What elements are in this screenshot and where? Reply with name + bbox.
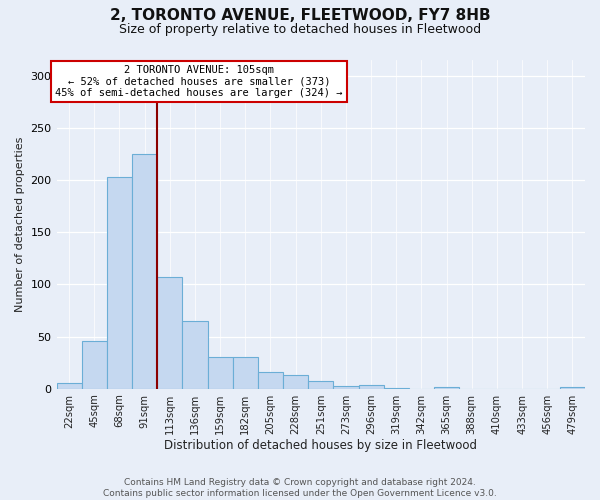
- Bar: [157, 277, 182, 388]
- Bar: [359, 384, 383, 388]
- Bar: [182, 321, 208, 388]
- Text: Size of property relative to detached houses in Fleetwood: Size of property relative to detached ho…: [119, 22, 481, 36]
- X-axis label: Distribution of detached houses by size in Fleetwood: Distribution of detached houses by size …: [164, 440, 477, 452]
- Bar: [56, 384, 82, 388]
- Bar: [283, 375, 308, 388]
- Text: 2, TORONTO AVENUE, FLEETWOOD, FY7 8HB: 2, TORONTO AVENUE, FLEETWOOD, FY7 8HB: [110, 8, 490, 22]
- Bar: [233, 358, 258, 388]
- Text: Contains HM Land Registry data © Crown copyright and database right 2024.
Contai: Contains HM Land Registry data © Crown c…: [103, 478, 497, 498]
- Bar: [258, 372, 283, 388]
- Bar: [308, 382, 334, 388]
- Bar: [107, 177, 132, 388]
- Bar: [560, 386, 585, 388]
- Bar: [82, 340, 107, 388]
- Bar: [208, 358, 233, 388]
- Text: 2 TORONTO AVENUE: 105sqm
← 52% of detached houses are smaller (373)
45% of semi-: 2 TORONTO AVENUE: 105sqm ← 52% of detach…: [55, 65, 343, 98]
- Bar: [434, 386, 459, 388]
- Bar: [334, 386, 359, 388]
- Y-axis label: Number of detached properties: Number of detached properties: [15, 136, 25, 312]
- Bar: [132, 154, 157, 388]
